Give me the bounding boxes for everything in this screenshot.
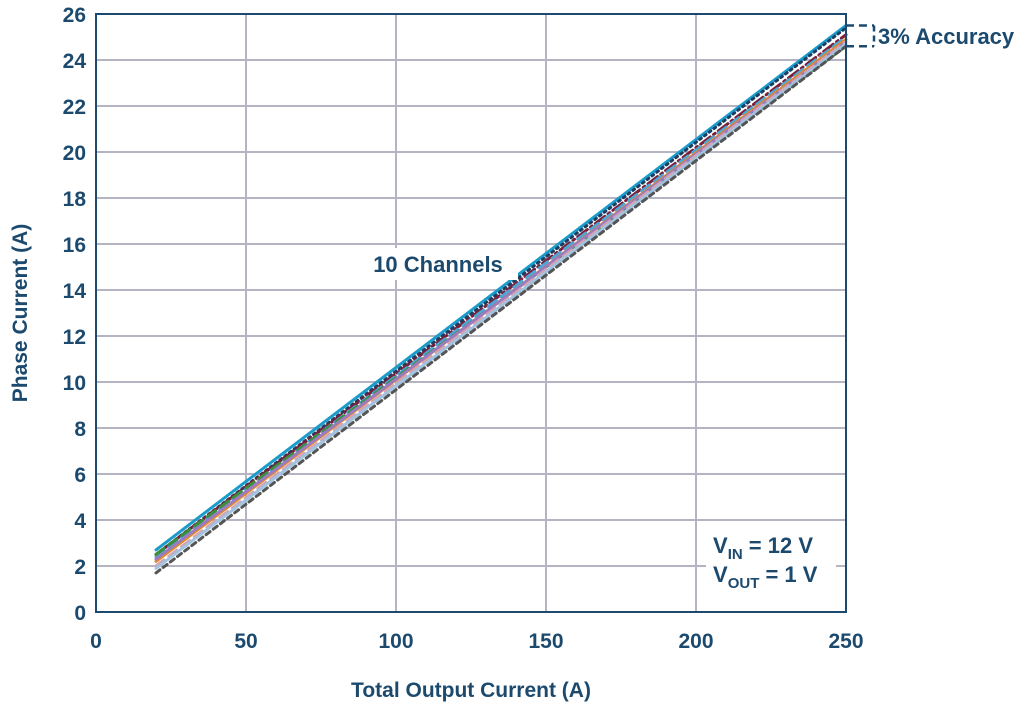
x-axis-title: Total Output Current (A) [351,679,591,702]
y-tick-label: 26 [63,4,86,27]
conditions-label-bg [706,530,836,592]
channels-label: 10 Channels [373,252,503,277]
y-tick-label: 14 [63,280,87,303]
y-tick-label: 16 [63,234,86,257]
channels-label-bg [358,248,518,280]
series-line-3 [154,33,848,556]
vin-label: VIN = 12 V [713,533,813,563]
x-tick-label: 150 [528,630,563,653]
y-tick-label: 0 [74,602,86,625]
y-tick-label: 4 [74,510,86,533]
vout-label: VOUT = 1 V [713,562,818,592]
y-tick-label: 24 [63,50,87,73]
y-tick-label: 12 [63,326,86,349]
series-lines [154,24,848,575]
series-line-10 [154,44,848,575]
x-tick-label: 0 [90,630,102,653]
x-tick-label: 50 [234,630,257,653]
x-tick-label: 100 [378,630,413,653]
accuracy-bracket [846,24,876,48]
y-tick-label: 6 [74,464,86,487]
x-tick-label: 250 [828,630,863,653]
y-tick-label: 20 [63,142,86,165]
plot-frame [95,13,847,613]
series-line-9 [154,42,848,570]
series-line-1 [154,24,848,552]
y-tick-label: 18 [63,188,87,211]
y-axis-title: Phase Current (A) [9,224,32,403]
y-tick-label: 10 [63,372,86,395]
series-line-8 [154,40,848,568]
y-tick-label: 22 [63,96,86,119]
y-tick-label: 8 [74,418,86,441]
y-tick-label: 2 [74,556,86,579]
x-tick-labels: 0 50 100 150 200 250 [90,630,863,653]
x-tick-label: 200 [678,630,713,653]
accuracy-label: 3% Accuracy [878,24,1015,49]
